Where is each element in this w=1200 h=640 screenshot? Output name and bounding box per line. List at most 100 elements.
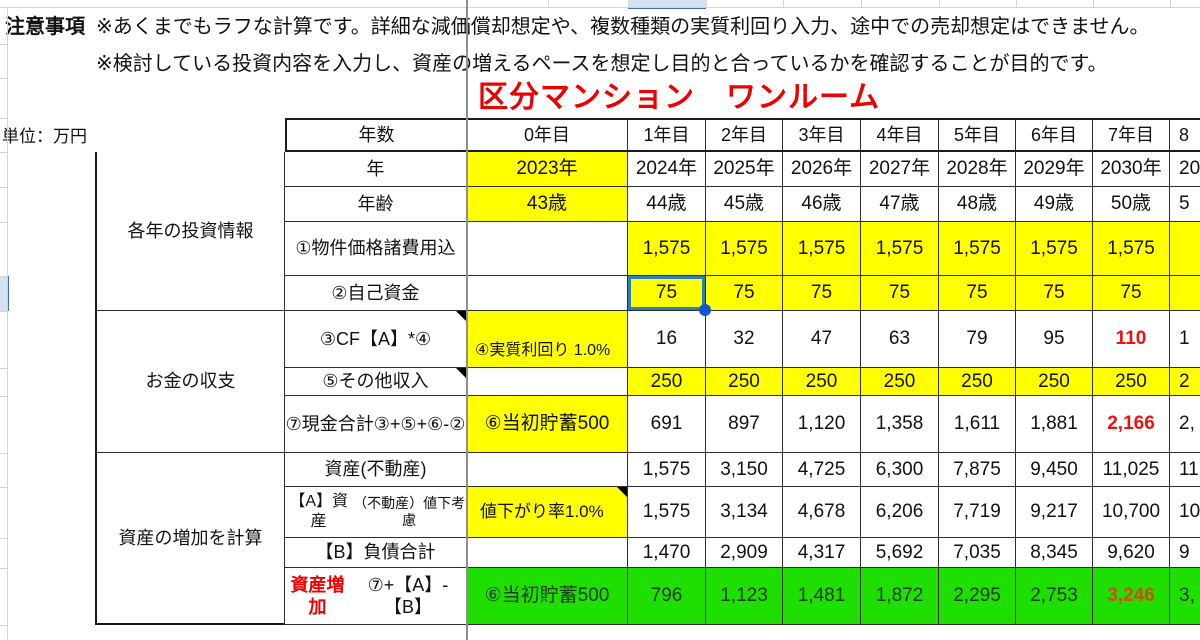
cell-equity-year6[interactable]: 75 bbox=[1016, 276, 1093, 311]
cell-equity-year5[interactable]: 75 bbox=[939, 276, 1016, 311]
selected-cell[interactable]: 75 bbox=[628, 276, 711, 316]
cell-gain-year4[interactable]: 1,872 bbox=[861, 568, 939, 625]
cell-asset-year5[interactable]: 7,875 bbox=[939, 453, 1016, 487]
row-label-year[interactable]: 年 bbox=[285, 152, 467, 187]
cell-gain-year0[interactable]: ⑥当初貯蓄500 bbox=[467, 568, 628, 625]
notes-header-cell[interactable]: 注意事項 bbox=[5, 16, 85, 38]
cell-cash-year3[interactable]: 1,120 bbox=[783, 396, 861, 453]
cell-cf-year4[interactable]: 63 bbox=[861, 311, 939, 368]
cell-other-year8-partial[interactable]: 2 bbox=[1170, 368, 1200, 396]
cell-other-year2[interactable]: 250 bbox=[706, 368, 783, 396]
cell-asset-year7[interactable]: 11,025 bbox=[1093, 453, 1170, 487]
cell-price-year5[interactable]: 1,575 bbox=[939, 222, 1016, 276]
row-label-debt[interactable]: 【B】負債合計 bbox=[285, 538, 467, 568]
cell-age-year7[interactable]: 50歳 bbox=[1093, 187, 1170, 222]
cell-gain-year8-partial[interactable]: 3, bbox=[1170, 568, 1200, 625]
cell-cash-year2[interactable]: 897 bbox=[706, 396, 783, 453]
row-label-asset[interactable]: 資産(不動産) bbox=[285, 453, 467, 487]
header-cell-year-2[interactable]: 2年目 bbox=[706, 118, 783, 152]
cell-cash-year1[interactable]: 691 bbox=[628, 396, 706, 453]
cell-asset-year3[interactable]: 4,725 bbox=[783, 453, 861, 487]
cell-assetA-year3[interactable]: 4,678 bbox=[783, 487, 861, 538]
cell-debt-year4[interactable]: 5,692 bbox=[861, 538, 939, 568]
cell-cash-year6[interactable]: 1,881 bbox=[1016, 396, 1093, 453]
header-cell-year-3[interactable]: 3年目 bbox=[783, 118, 861, 152]
cell-debt-year7[interactable]: 9,620 bbox=[1093, 538, 1170, 568]
note-line-1[interactable]: ※あくまでもラフな計算です。詳細な減価償却想定や、複数種類の実質利回り入力、途中… bbox=[96, 16, 1150, 38]
cell-equity-year0[interactable] bbox=[467, 276, 628, 311]
cell-cash-year5[interactable]: 1,611 bbox=[939, 396, 1016, 453]
cell-cf-year1[interactable]: 16 bbox=[628, 311, 706, 368]
cell-gain-year5[interactable]: 2,295 bbox=[939, 568, 1016, 625]
group-label-2[interactable]: 資産の増加を計算 bbox=[95, 453, 285, 625]
cell-cf-year6[interactable]: 95 bbox=[1016, 311, 1093, 368]
cell-asset-year6[interactable]: 9,450 bbox=[1016, 453, 1093, 487]
cell-debt-year8-partial[interactable]: 9 bbox=[1170, 538, 1200, 568]
cell-assetA-year4[interactable]: 6,206 bbox=[861, 487, 939, 538]
cell-other-year6[interactable]: 250 bbox=[1016, 368, 1093, 396]
cell-assetA-year2[interactable]: 3,134 bbox=[706, 487, 783, 538]
cell-age-year2[interactable]: 45歳 bbox=[706, 187, 783, 222]
cell-cash-year4[interactable]: 1,358 bbox=[861, 396, 939, 453]
cell-equity-year4[interactable]: 75 bbox=[861, 276, 939, 311]
header-cell-year-8-partial[interactable]: 8 bbox=[1170, 118, 1200, 152]
cell-price-year6[interactable]: 1,575 bbox=[1016, 222, 1093, 276]
cell-year-year1[interactable]: 2024年 bbox=[628, 152, 706, 187]
cell-debt-year5[interactable]: 7,035 bbox=[939, 538, 1016, 568]
row-label-equity[interactable]: ②自己資金 bbox=[285, 276, 467, 311]
cell-age-year3[interactable]: 46歳 bbox=[783, 187, 861, 222]
header-cell-year-6[interactable]: 6年目 bbox=[1016, 118, 1093, 152]
row-label-age[interactable]: 年齢 bbox=[285, 187, 467, 222]
cell-other-year0[interactable] bbox=[467, 368, 628, 396]
group-label-1[interactable]: お金の収支 bbox=[95, 311, 285, 453]
cell-asset-year0[interactable] bbox=[467, 453, 628, 487]
cell-age-year0[interactable]: 43歳 bbox=[467, 187, 628, 222]
cell-asset-year8-partial[interactable]: 11 bbox=[1170, 453, 1200, 487]
cell-year-year0[interactable]: 2023年 bbox=[467, 152, 628, 187]
cell-equity-year3[interactable]: 75 bbox=[783, 276, 861, 311]
cell-age-year6[interactable]: 49歳 bbox=[1016, 187, 1093, 222]
cell-other-year1[interactable]: 250 bbox=[628, 368, 706, 396]
header-cell-year-0[interactable]: 0年目 bbox=[467, 118, 628, 152]
cell-gain-year1[interactable]: 796 bbox=[628, 568, 706, 625]
cell-other-year4[interactable]: 250 bbox=[861, 368, 939, 396]
cell-cash-year7[interactable]: 2,166 bbox=[1093, 396, 1170, 453]
selection-fill-handle[interactable] bbox=[699, 304, 711, 316]
page-title[interactable]: 区分マンション ワンルーム bbox=[478, 81, 881, 114]
cell-other-year7[interactable]: 250 bbox=[1093, 368, 1170, 396]
header-cell-nensu[interactable]: 年数 bbox=[285, 118, 467, 152]
row-label-price[interactable]: ①物件価格 諸費用込 bbox=[285, 222, 467, 276]
cell-price-year3[interactable]: 1,575 bbox=[783, 222, 861, 276]
cell-cf-year8-partial[interactable]: 1 bbox=[1170, 311, 1200, 368]
cell-assetA-year1[interactable]: 1,575 bbox=[628, 487, 706, 538]
cell-year-year5[interactable]: 2028年 bbox=[939, 152, 1016, 187]
unit-label[interactable]: 単位：万円 bbox=[2, 127, 87, 146]
cell-price-year0[interactable] bbox=[467, 222, 628, 276]
cell-assetA-year6[interactable]: 9,217 bbox=[1016, 487, 1093, 538]
cell-gain-year3[interactable]: 1,481 bbox=[783, 568, 861, 625]
cell-age-year1[interactable]: 44歳 bbox=[628, 187, 706, 222]
cell-debt-year3[interactable]: 4,317 bbox=[783, 538, 861, 568]
cell-gain-year7[interactable]: 3,246 bbox=[1093, 568, 1170, 625]
header-cell-year-1[interactable]: 1年目 bbox=[628, 118, 706, 152]
cell-equity-year7[interactable]: 75 bbox=[1093, 276, 1170, 311]
cell-assetA-year0[interactable]: 値下がり率1.0% bbox=[467, 487, 628, 538]
cell-assetA-year7[interactable]: 10,700 bbox=[1093, 487, 1170, 538]
header-cell-year-5[interactable]: 5年目 bbox=[939, 118, 1016, 152]
cell-assetA-year5[interactable]: 7,719 bbox=[939, 487, 1016, 538]
cell-gain-year6[interactable]: 2,753 bbox=[1016, 568, 1093, 625]
cell-price-year2[interactable]: 1,575 bbox=[706, 222, 783, 276]
cell-cf-year5[interactable]: 79 bbox=[939, 311, 1016, 368]
cell-cf-year0[interactable]: ④実質利回り 1.0% bbox=[467, 311, 628, 368]
group-label-0[interactable]: 各年の投資情報 bbox=[95, 152, 285, 311]
cell-cf-year3[interactable]: 47 bbox=[783, 311, 861, 368]
cell-cash-year0[interactable]: ⑥当初貯蓄500 bbox=[467, 396, 628, 453]
cell-age-year5[interactable]: 48歳 bbox=[939, 187, 1016, 222]
cell-debt-year1[interactable]: 1,470 bbox=[628, 538, 706, 568]
header-cell-year-4[interactable]: 4年目 bbox=[861, 118, 939, 152]
cell-price-year7[interactable]: 1,575 bbox=[1093, 222, 1170, 276]
cell-price-year1[interactable]: 1,575 bbox=[628, 222, 706, 276]
cell-age-year4[interactable]: 47歳 bbox=[861, 187, 939, 222]
cell-other-year3[interactable]: 250 bbox=[783, 368, 861, 396]
cell-year-year8-partial[interactable]: 20 bbox=[1170, 152, 1200, 187]
